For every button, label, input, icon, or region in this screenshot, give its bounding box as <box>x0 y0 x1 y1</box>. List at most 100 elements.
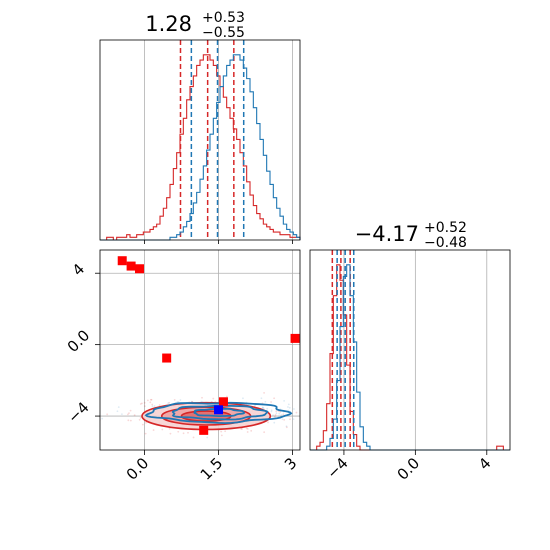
bg-point-red <box>168 401 171 404</box>
bg-point-red <box>161 428 164 431</box>
bg-point-red <box>151 403 154 406</box>
title-top-left-sup: +0.53 <box>202 10 245 26</box>
title-top-left-value: 1.28 <box>145 12 192 36</box>
bg-point-red <box>182 432 185 435</box>
bg-point-red <box>212 397 215 400</box>
blue-contour-2 <box>193 407 246 417</box>
scatter-inner <box>100 250 300 450</box>
bg-point-red <box>149 401 152 404</box>
bg-point-red <box>146 399 149 402</box>
bg-point-red <box>141 423 144 426</box>
bg-point-red <box>273 415 276 418</box>
bg-point-red <box>169 432 172 435</box>
bg-point-red <box>127 413 129 416</box>
blue-contour-1 <box>171 404 269 421</box>
bg-point-blue <box>273 421 276 424</box>
red-marker-0 <box>117 256 127 266</box>
bg-point-red <box>275 410 278 413</box>
bg-point-blue <box>264 400 267 403</box>
bg-point-blue <box>272 414 274 417</box>
bg-point-red <box>283 419 286 421</box>
bg-point-blue <box>270 410 273 413</box>
bg-point-red <box>201 396 203 399</box>
bg-point-red <box>273 397 276 400</box>
bg-point-red <box>144 432 147 435</box>
bg-point-red <box>240 427 242 430</box>
bg-point-red <box>133 414 136 417</box>
bg-point-red <box>279 410 282 413</box>
bg-point-blue <box>260 397 263 400</box>
blue-marker-0 <box>214 405 224 415</box>
bg-point-red <box>241 428 243 430</box>
bg-point-blue <box>117 406 120 409</box>
bg-point-blue <box>278 412 281 415</box>
red-marker-5 <box>218 397 228 407</box>
bg-point-blue <box>262 407 265 410</box>
bg-point-blue <box>116 410 119 413</box>
bg-point-red <box>141 402 143 405</box>
bg-point-red <box>143 405 146 408</box>
bg-point-red <box>282 413 285 416</box>
title-bottom-right: −4.17 +0.52 −0.48 <box>355 220 467 251</box>
bg-point-blue <box>270 409 273 412</box>
title-top-left: 1.28 +0.53 −0.55 <box>145 10 245 41</box>
red-marker-4 <box>290 333 300 343</box>
bg-point-blue <box>261 406 264 409</box>
bg-point-red <box>152 429 155 431</box>
bg-point-red <box>106 413 109 416</box>
hist-frame <box>99 39 301 241</box>
bg-point-blue <box>292 418 295 421</box>
bg-point-red <box>168 427 171 430</box>
bg-point-blue <box>153 405 156 407</box>
bg-point-blue <box>287 403 290 406</box>
bg-point-red <box>263 431 266 434</box>
bg-point-blue <box>190 400 193 403</box>
scatter-frame <box>99 249 301 451</box>
bg-point-blue <box>261 406 264 409</box>
bg-point-blue <box>253 404 256 407</box>
bg-point-blue <box>293 408 295 410</box>
bg-point-red <box>246 427 249 430</box>
hist-series-0 <box>100 54 301 241</box>
hist-frame <box>309 249 511 451</box>
bg-point-red <box>226 395 228 398</box>
title-top-left-sub: −0.55 <box>202 25 245 41</box>
bg-point-blue <box>167 402 170 405</box>
bg-point-red <box>250 429 253 432</box>
bg-point-red <box>263 391 265 394</box>
bg-point-red <box>129 409 132 412</box>
bg-point-red <box>270 401 272 403</box>
bg-point-red <box>158 404 161 406</box>
bg-point-red <box>245 427 248 430</box>
bg-point-blue <box>283 400 286 402</box>
bg-point-blue <box>101 417 104 420</box>
bg-point-blue <box>285 425 288 428</box>
bg-point-blue <box>176 401 179 403</box>
bg-point-red <box>150 398 153 401</box>
bg-point-red <box>220 430 223 433</box>
bg-point-red <box>139 403 142 405</box>
bg-point-blue <box>281 418 284 421</box>
bg-point-blue <box>177 401 180 403</box>
title-bottom-right-value: −4.17 <box>355 222 419 246</box>
blue-contour-0 <box>144 401 293 425</box>
bg-point-blue <box>266 407 269 410</box>
bg-point-blue <box>288 406 291 409</box>
bg-point-red <box>192 436 195 439</box>
bg-point-red <box>267 421 269 424</box>
bg-point-red <box>128 412 130 415</box>
bg-point-red <box>187 431 189 434</box>
bg-point-blue <box>287 406 289 408</box>
bg-point-red <box>145 422 147 424</box>
bg-point-red <box>224 430 227 433</box>
bg-point-red <box>143 401 146 404</box>
bg-point-red <box>173 399 176 401</box>
bg-point-red <box>127 419 130 422</box>
bg-point-red <box>246 431 249 433</box>
bg-point-red <box>149 398 152 401</box>
bg-point-blue <box>275 412 278 415</box>
bg-point-blue <box>280 414 283 416</box>
bg-point-blue <box>206 436 209 439</box>
